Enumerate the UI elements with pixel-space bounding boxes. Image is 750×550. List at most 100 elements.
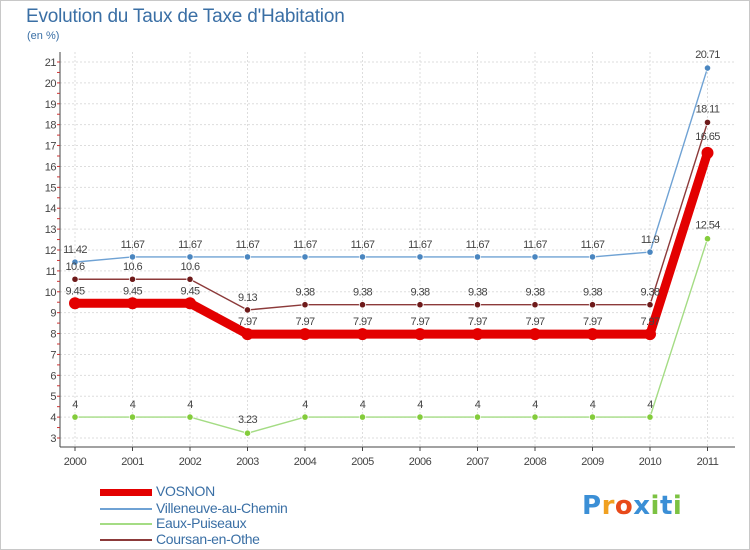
data-point <box>416 413 424 421</box>
data-label: 3.23 <box>238 414 257 426</box>
data-point <box>71 258 79 266</box>
y-tick-label: 7 <box>50 349 56 361</box>
data-label: 9.45 <box>123 285 142 297</box>
data-point <box>703 118 712 126</box>
y-tick-label: 12 <box>45 245 57 257</box>
y-tick-label: 14 <box>45 203 57 215</box>
data-point <box>126 297 139 310</box>
logo-letter: i <box>650 491 660 521</box>
data-label: 11.67 <box>293 239 317 251</box>
data-label: 11.67 <box>523 239 547 251</box>
data-point <box>243 253 252 261</box>
y-tick-label: 5 <box>50 391 56 403</box>
data-label: 11.67 <box>408 239 432 251</box>
data-point <box>358 301 367 309</box>
data-point <box>128 275 137 283</box>
proxiti-logo: Proxiti <box>582 491 682 521</box>
legend-line-coursan <box>100 539 152 541</box>
legend-label-vosnon: VOSNON <box>156 483 215 499</box>
series-line-vosnon <box>70 148 712 339</box>
y-tick-label: 21 <box>45 57 57 69</box>
data-label: 4 <box>417 399 423 411</box>
chart-subtitle: (en %) <box>27 30 60 42</box>
data-label: 11.67 <box>236 239 260 251</box>
data-point <box>473 413 482 421</box>
legend-label-villeneuve: Villeneuve-au-Chemin <box>156 500 288 516</box>
data-label: 9.38 <box>410 287 429 299</box>
data-point <box>186 413 194 421</box>
data-point <box>416 253 424 261</box>
data-point <box>646 248 654 256</box>
legend-line-eaux-puiseaux <box>100 523 152 525</box>
x-tick-label: 2000 <box>64 456 87 468</box>
data-point <box>473 253 482 261</box>
data-label: 10.6 <box>123 261 142 273</box>
data-label: 9.13 <box>238 292 257 304</box>
series-line-villeneuve-au-chemin <box>74 67 709 263</box>
x-tick-label: 2001 <box>121 456 144 468</box>
x-tick-label: 2011 <box>697 456 719 468</box>
y-tick-label: 17 <box>45 141 57 153</box>
y-tick-label: 4 <box>50 412 56 424</box>
data-point <box>128 253 137 261</box>
logo-letter: i <box>672 491 683 521</box>
data-label: 10.6 <box>65 261 84 273</box>
logo-letter: t <box>659 491 673 521</box>
x-tick-label: 2004 <box>294 456 317 468</box>
legend-label-eaux-puiseaux: Eaux-Puiseaux <box>156 515 247 531</box>
legend-line-villeneuve <box>100 508 152 510</box>
data-label: 7.97 <box>238 316 257 328</box>
data-label: 7.97 <box>583 316 602 328</box>
data-label: 4 <box>475 399 481 411</box>
data-label: 9.38 <box>640 287 659 299</box>
data-label: 4 <box>647 399 653 411</box>
y-tick-label: 16 <box>45 161 57 173</box>
data-label: 11.67 <box>466 239 490 251</box>
data-label: 9.38 <box>353 287 372 299</box>
data-point <box>356 328 369 341</box>
data-point <box>414 328 426 341</box>
data-label: 7.97 <box>410 316 429 328</box>
logo-letter: P <box>582 491 602 521</box>
data-label: 10.6 <box>180 261 199 273</box>
x-tick-label: 2006 <box>409 456 432 468</box>
data-point <box>646 413 654 421</box>
data-point <box>644 328 656 341</box>
data-point <box>701 146 714 159</box>
data-label: 7.97 <box>468 316 487 328</box>
data-label: 7.97 <box>353 316 372 328</box>
data-label: 9.38 <box>583 287 602 299</box>
data-point <box>243 429 252 437</box>
data-point <box>703 235 712 243</box>
data-point <box>586 328 599 341</box>
data-label: 7.97 <box>525 316 544 328</box>
data-label: 11.67 <box>178 239 202 251</box>
data-label: 9.38 <box>525 287 544 299</box>
data-point <box>588 301 597 309</box>
data-point <box>186 253 194 261</box>
data-point <box>301 413 309 421</box>
data-point <box>358 413 367 421</box>
data-point <box>69 297 81 310</box>
data-label: 11.67 <box>351 239 375 251</box>
chart-title: Evolution du Taux de Taxe d'Habitation <box>26 6 345 27</box>
data-label: 11.9 <box>641 234 660 246</box>
data-point <box>531 301 539 309</box>
y-tick-label: 10 <box>45 287 57 299</box>
data-point <box>241 328 254 341</box>
data-point <box>71 413 79 421</box>
data-point <box>471 328 484 341</box>
data-label: 4 <box>360 399 366 411</box>
logo-letter: r <box>601 491 615 521</box>
x-tick-label: 2005 <box>351 456 374 468</box>
data-label: 4 <box>187 399 193 411</box>
y-tick-label: 9 <box>50 308 56 320</box>
data-label: 11.42 <box>63 244 87 256</box>
data-label: 11.67 <box>581 239 605 251</box>
data-point <box>128 413 137 421</box>
data-label: 16.65 <box>695 131 720 143</box>
data-label: 9.38 <box>295 287 314 299</box>
data-point <box>588 413 597 421</box>
legend-line-vosnon <box>100 489 152 496</box>
